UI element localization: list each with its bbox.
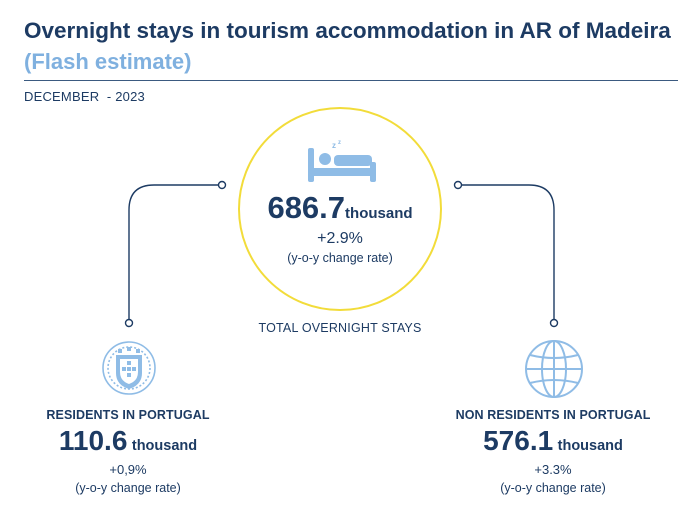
residents-change-rate: +0,9%	[109, 462, 147, 477]
right-connector-top-dot	[453, 180, 463, 190]
svg-text:z: z	[332, 141, 336, 150]
left-connector-top-dot	[217, 180, 227, 190]
non-residents-value-unit: thousand	[557, 438, 623, 454]
right-connector	[460, 184, 555, 322]
total-value: 686.7thousand	[240, 190, 440, 226]
residents-value-number: 110.6	[58, 425, 128, 456]
bed-icon: z z	[308, 140, 376, 182]
non-residents-value-number: 576.1	[483, 425, 554, 456]
page-title: Overnight stays in tourism accommodation…	[24, 18, 671, 43]
non-residents-value: 576.1 thousand	[453, 425, 653, 457]
total-label: TOTAL OVERNIGHT STAYS	[258, 321, 422, 335]
residents-value: 110.6 thousand	[28, 425, 228, 457]
globe-icon	[525, 340, 583, 398]
total-change-rate: +2.9%	[317, 230, 363, 247]
left-connector-bottom-dot	[124, 318, 134, 328]
non-residents-label: NON RESIDENTS IN PORTUGAL	[455, 408, 651, 422]
portugal-flag-icon	[102, 341, 156, 395]
title-divider	[24, 80, 678, 81]
residents-value-unit: thousand	[131, 438, 198, 454]
residents-label: RESIDENTS IN PORTUGAL	[46, 408, 210, 422]
non-residents-change-rate: +3.3%	[534, 462, 572, 477]
right-connector-bottom-dot	[549, 318, 559, 328]
total-value-number: 686.7	[267, 190, 346, 225]
total-change-note: (y-o-y change rate)	[287, 251, 393, 265]
reference-period: DECEMBER - 2023	[24, 89, 145, 104]
total-highlight-circle	[238, 107, 442, 311]
total-value-unit: thousand	[345, 205, 413, 222]
page-subtitle: (Flash estimate)	[24, 49, 192, 74]
left-connector	[128, 184, 220, 322]
svg-text:z: z	[338, 140, 341, 146]
non-residents-change-note: (y-o-y change rate)	[500, 481, 606, 495]
residents-change-note: (y-o-y change rate)	[75, 481, 181, 495]
